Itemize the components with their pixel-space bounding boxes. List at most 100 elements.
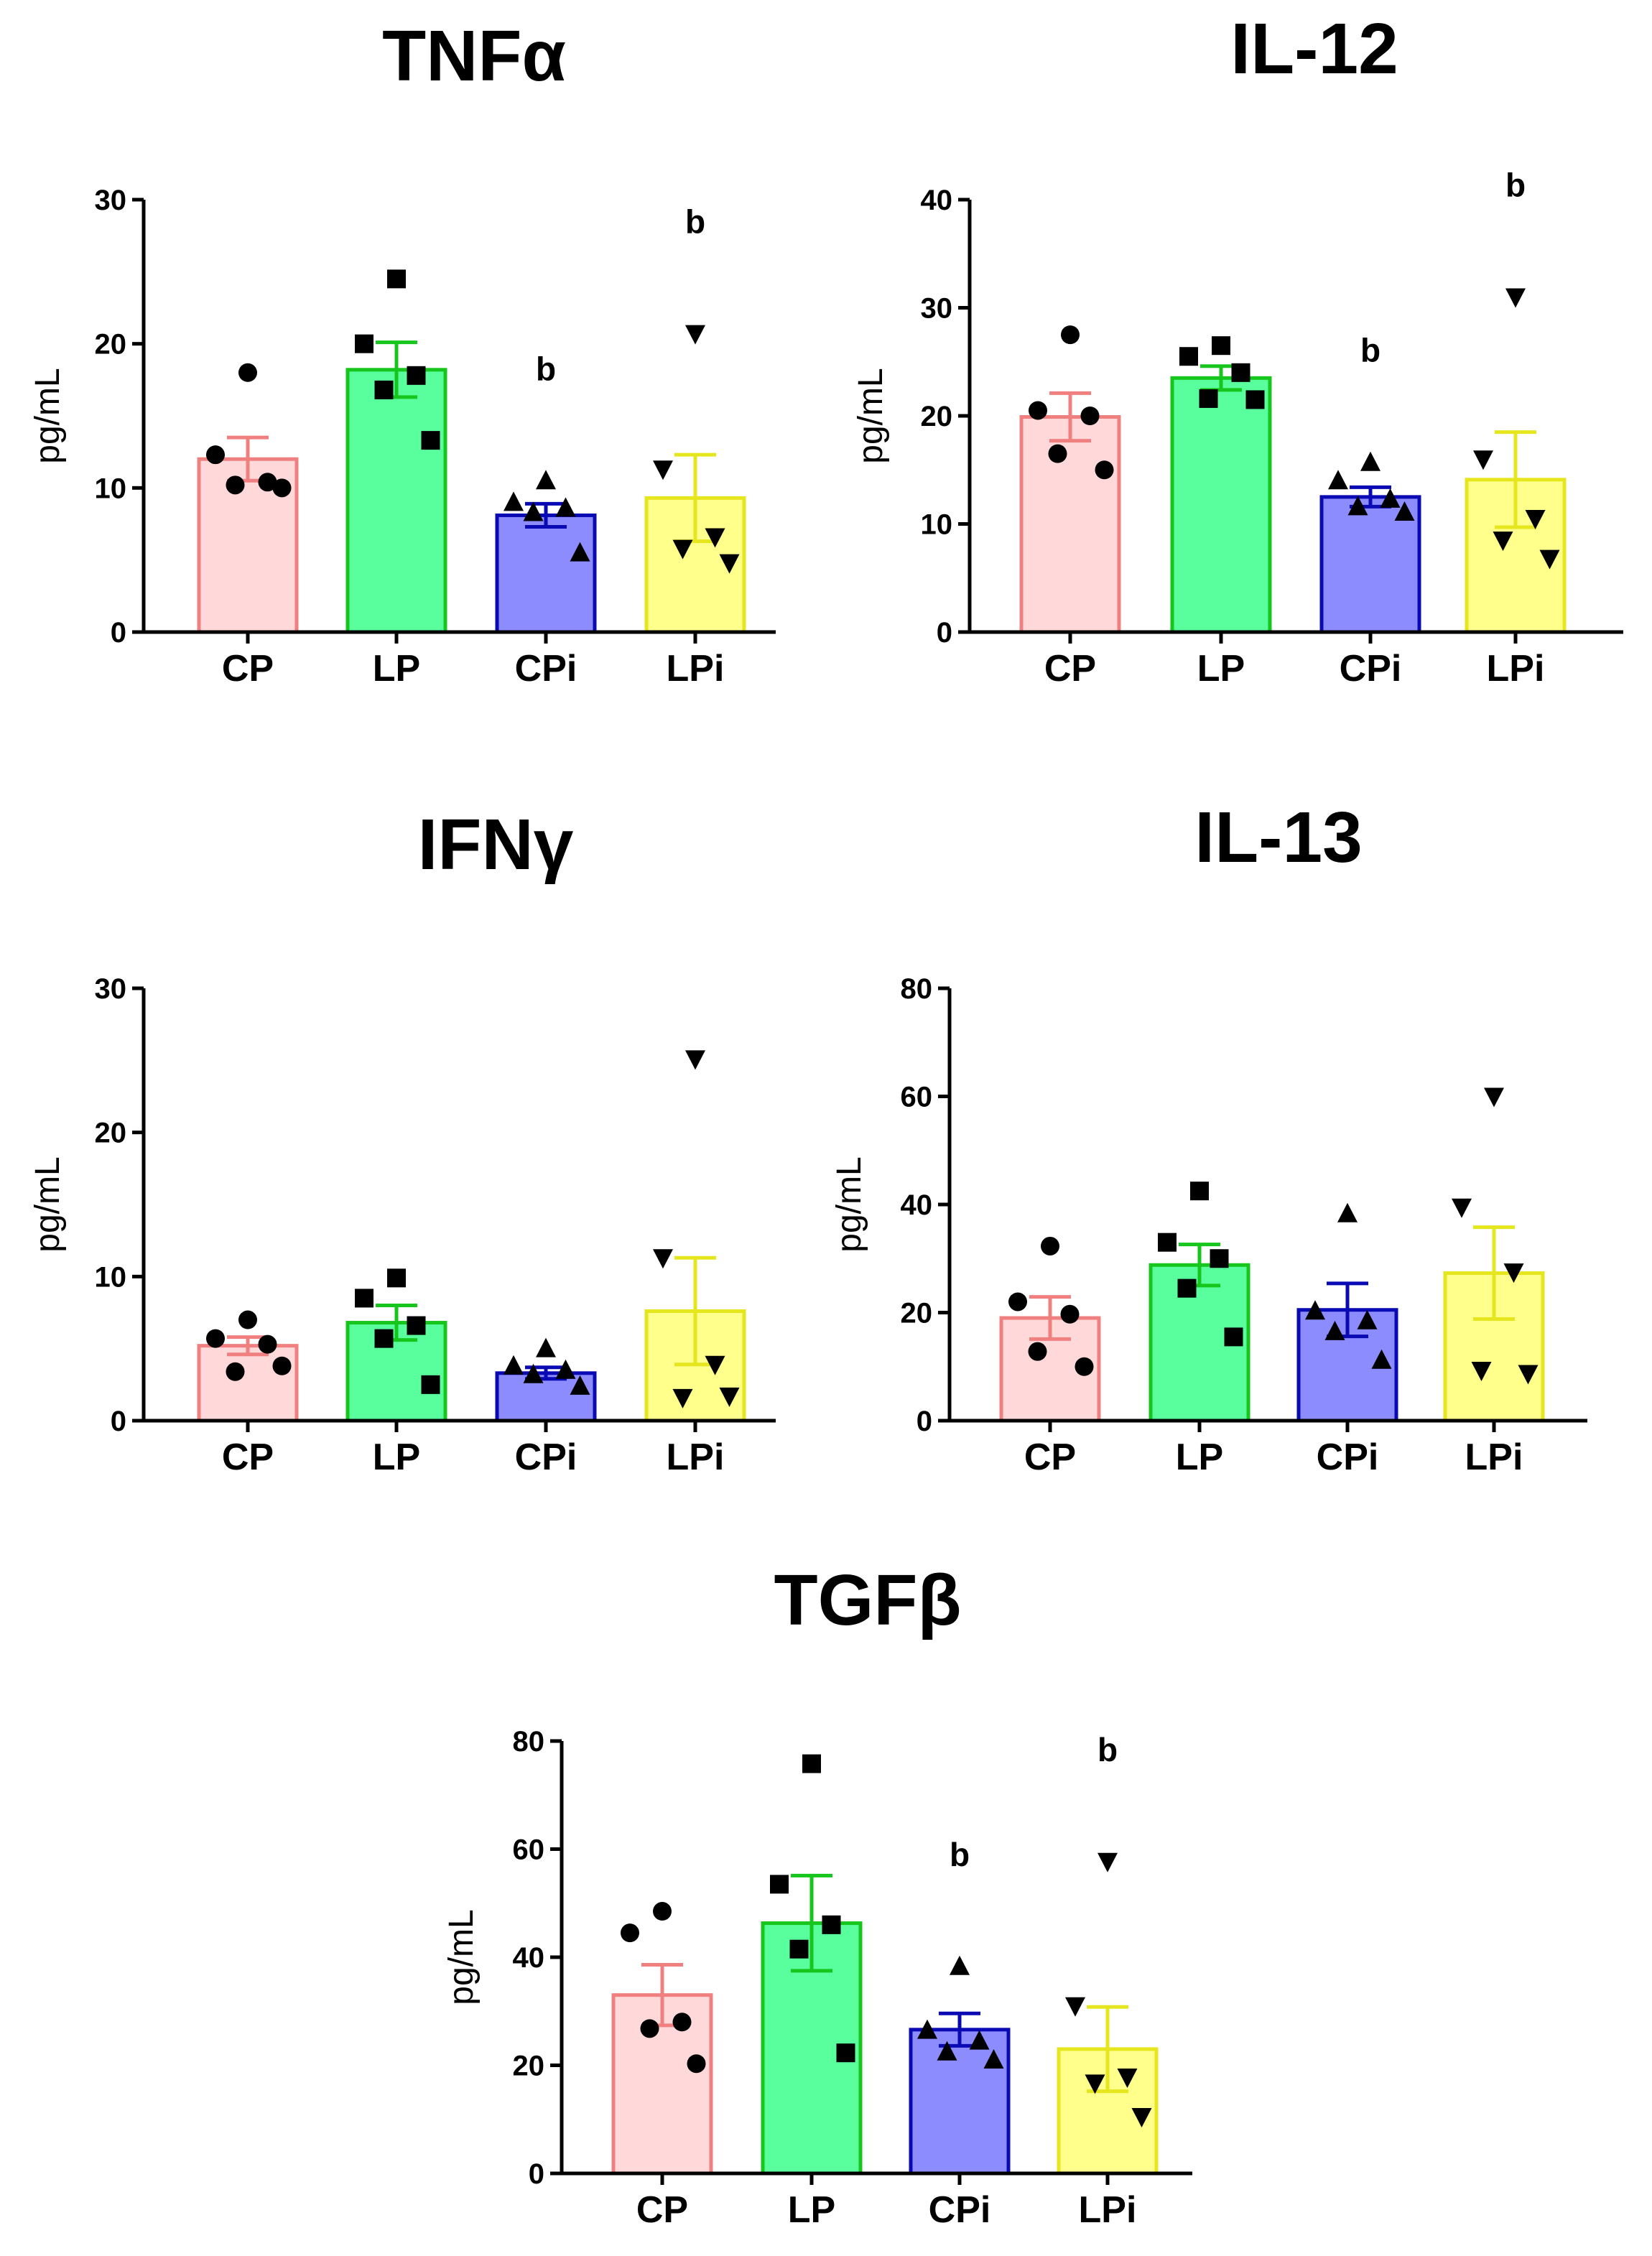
data-point (917, 2019, 937, 2039)
y-tick-label: 20 (95, 329, 127, 361)
data-point (374, 380, 394, 399)
data-point (1493, 531, 1513, 552)
x-tick-label: CPi (1317, 1436, 1379, 1478)
data-point (206, 445, 225, 465)
data-point (1484, 1087, 1504, 1108)
y-axis-label: pg/mL (852, 368, 890, 463)
y-tick-label: 30 (95, 973, 127, 1005)
data-point (1117, 2069, 1138, 2089)
y-tick-label: 80 (901, 973, 933, 1005)
data-point (272, 478, 292, 498)
x-tick-label: CPi (1340, 648, 1402, 690)
data-point (1028, 1342, 1047, 1361)
data-point (621, 1923, 639, 1943)
x-tick-label: CP (222, 1436, 274, 1478)
data-point (570, 542, 590, 562)
data-point (355, 1289, 373, 1308)
y-tick-label: 40 (901, 1189, 933, 1221)
x-tick-label: LP (1176, 1436, 1223, 1478)
data-point (653, 1902, 672, 1921)
data-point (504, 491, 524, 511)
data-point (653, 1249, 673, 1269)
significance-label: b (1360, 332, 1380, 369)
il13-panel: IL-13 pg/mL CP LP CPi LPi 0 20 40 60 80 (830, 797, 1587, 1478)
panel-title: IL-13 (1194, 797, 1362, 878)
x-tick-label: CPi (929, 2189, 991, 2231)
data-point (1095, 460, 1114, 480)
data-point (1029, 401, 1047, 420)
il12-panel: IL-12 pg/mL CP LP CPi b LPi b 0 10 20 30 40 (852, 9, 1623, 690)
y-tick-label: 0 (917, 1406, 932, 1437)
x-tick-label: CP (636, 2189, 688, 2231)
data-point (836, 2043, 855, 2063)
y-tick-label: 0 (937, 617, 952, 649)
data-point (1131, 2107, 1152, 2127)
data-point (705, 528, 725, 548)
x-tick-label: CP (222, 648, 274, 690)
data-point (1360, 451, 1380, 471)
ifng-panel: IFNγ pg/mL CP LP CPi LPi 0 10 20 30 (29, 804, 776, 1478)
data-point (789, 1939, 809, 1959)
data-point (226, 1362, 245, 1381)
data-point (983, 2048, 1004, 2069)
y-axis-label: pg/mL (442, 1909, 481, 2005)
data-point (1337, 1202, 1358, 1222)
x-tick-label: LPi (667, 648, 725, 690)
x-tick-label: CPi (515, 1436, 577, 1478)
data-point (1224, 1327, 1243, 1347)
data-point (1080, 407, 1100, 425)
data-point (1305, 1300, 1325, 1320)
data-point (1324, 1320, 1345, 1340)
y-tick-label: 60 (513, 1834, 545, 1866)
y-tick-label: 40 (921, 185, 953, 216)
data-point (1158, 1233, 1177, 1252)
data-point (1452, 1198, 1472, 1218)
tnfa-panel: TNFα pg/mL CP LP CPi b LPi b 0 10 20 30 (29, 16, 776, 690)
y-tick-label: 10 (921, 509, 953, 541)
data-point (555, 497, 576, 517)
y-axis-label: pg/mL (29, 368, 67, 463)
y-tick-label: 20 (921, 401, 953, 432)
y-tick-label: 40 (513, 1942, 545, 1974)
data-point (570, 1375, 590, 1395)
x-tick-label: LPi (1487, 648, 1545, 690)
x-tick-label: LP (1197, 648, 1245, 690)
data-point (1098, 1852, 1118, 1872)
y-tick-label: 20 (513, 2051, 545, 2082)
panel-title: TNFα (382, 16, 566, 96)
data-point (1394, 501, 1415, 521)
y-tick-label: 10 (95, 1261, 127, 1293)
data-point (421, 1375, 440, 1394)
data-point (685, 1050, 705, 1070)
data-point (1048, 444, 1067, 463)
x-tick-label: LP (373, 1436, 420, 1478)
data-point (206, 1329, 225, 1348)
data-point (355, 334, 373, 353)
data-point (672, 1388, 693, 1408)
significance-label: b (1505, 166, 1526, 203)
data-point (1357, 1309, 1378, 1329)
x-tick-label: CP (1024, 1436, 1076, 1478)
data-point (1190, 1182, 1209, 1201)
y-tick-label: 20 (901, 1298, 933, 1329)
data-point (950, 1955, 970, 1975)
data-point (1471, 1362, 1492, 1382)
data-point (705, 1355, 725, 1375)
data-point (1380, 488, 1401, 508)
data-point (687, 2054, 706, 2074)
data-point (1473, 450, 1493, 470)
y-tick-label: 20 (95, 1118, 127, 1149)
x-tick-label: LPi (1079, 2189, 1137, 2231)
data-point (1525, 509, 1546, 529)
significance-label: b (950, 1836, 970, 1873)
data-point (523, 1363, 544, 1383)
data-point (1245, 390, 1265, 409)
panel-title: TGFβ (774, 1560, 962, 1640)
data-point (272, 1356, 292, 1375)
data-point (969, 2030, 990, 2050)
data-point (238, 1310, 257, 1329)
y-tick-label: 10 (95, 473, 127, 504)
data-point (1041, 1236, 1059, 1255)
data-point (1060, 1304, 1080, 1324)
bar (345, 368, 447, 634)
